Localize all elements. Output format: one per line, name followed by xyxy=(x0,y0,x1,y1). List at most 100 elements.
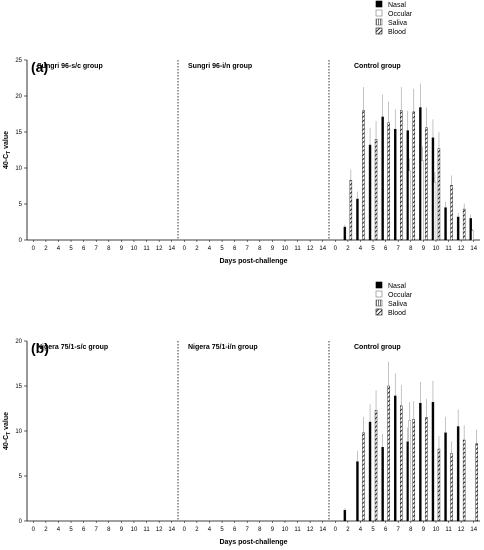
x-tick-label: 11 xyxy=(294,246,301,252)
x-tick-label: 4 xyxy=(359,527,363,533)
x-tick-label: 8 xyxy=(258,527,262,533)
x-tick-label: 7 xyxy=(397,246,401,252)
y-tick-label: 0 xyxy=(19,519,23,525)
legend-swatch xyxy=(375,27,383,35)
x-tick-label: 7 xyxy=(95,246,99,252)
panel-label: (b) xyxy=(31,340,49,356)
y-tick-label: 10 xyxy=(15,166,22,172)
x-axis-label: Days post-challenge xyxy=(219,258,287,265)
x-tick-label: 9 xyxy=(271,527,275,533)
bar xyxy=(368,144,372,241)
x-tick-label: 14 xyxy=(168,246,175,252)
x-tick-label: 2 xyxy=(44,527,48,533)
x-tick-label: 10 xyxy=(131,527,138,533)
x-tick-label: 8 xyxy=(409,246,413,252)
y-tick-label: 0 xyxy=(19,238,23,244)
x-tick-label: 6 xyxy=(233,527,237,533)
bar xyxy=(450,185,453,241)
y-axis-label-suffix: value xyxy=(3,412,10,432)
legend-label: Nasal xyxy=(388,283,406,290)
bar xyxy=(421,160,424,241)
x-tick-label: 11 xyxy=(445,527,452,533)
x-tick-label: 11 xyxy=(294,527,301,533)
panel-label: (a) xyxy=(31,59,48,75)
bar xyxy=(394,395,397,522)
y-axis-label: 40-CT value xyxy=(3,412,12,450)
x-axis-label: Days post-challenge xyxy=(219,539,287,546)
x-tick-label: 0 xyxy=(183,527,187,533)
y-axis-label-suffix: value xyxy=(3,131,10,151)
legend-label: Blood xyxy=(388,29,406,36)
x-tick-label: 11 xyxy=(445,246,452,252)
x-tick-label: 5 xyxy=(371,527,375,533)
x-tick-label: 10 xyxy=(282,527,289,533)
bar xyxy=(412,419,415,522)
group-title: Nigera 75/1-i/n group xyxy=(188,344,258,351)
x-tick-label: 4 xyxy=(57,246,61,252)
x-tick-label: 9 xyxy=(422,246,426,252)
legend-swatch xyxy=(375,9,383,17)
bar xyxy=(406,130,409,241)
x-tick-label: 4 xyxy=(57,527,61,533)
x-tick-label: 0 xyxy=(334,527,338,533)
y-axis-label-sub: T xyxy=(6,151,12,154)
x-tick-label: 6 xyxy=(82,246,86,252)
x-tick-label: 4 xyxy=(208,527,212,533)
bar xyxy=(374,410,378,522)
y-tick-label: 15 xyxy=(15,384,22,390)
bar xyxy=(374,138,378,241)
bar xyxy=(456,216,460,241)
x-tick-label: 12 xyxy=(458,527,465,533)
x-tick-label: 2 xyxy=(195,527,199,533)
legend-swatch xyxy=(375,18,383,26)
y-tick-label: 25 xyxy=(15,58,22,64)
y-tick-label: 20 xyxy=(15,94,22,100)
bar xyxy=(462,439,466,522)
legend-label: Saliva xyxy=(388,301,407,308)
legend-label: Occular xyxy=(388,11,413,18)
legend-swatch xyxy=(375,290,383,298)
legend-swatch xyxy=(375,281,383,289)
x-tick-label: 7 xyxy=(397,527,401,533)
x-tick-label: 12 xyxy=(307,527,314,533)
x-tick-label: 2 xyxy=(44,246,48,252)
y-axis-label: 40-CT value xyxy=(3,131,12,169)
bar xyxy=(356,461,359,522)
x-tick-label: 4 xyxy=(359,246,363,252)
x-tick-label: 5 xyxy=(220,527,224,533)
bar xyxy=(343,510,347,522)
x-tick-label: 9 xyxy=(120,246,124,252)
bar xyxy=(469,218,472,241)
x-tick-label: 12 xyxy=(307,246,314,252)
x-tick-label: 12 xyxy=(156,246,163,252)
x-tick-label: 6 xyxy=(384,246,388,252)
x-tick-label: 2 xyxy=(346,246,350,252)
bar xyxy=(400,110,403,241)
group-title: Nigera 75/1-s/c group xyxy=(37,344,108,351)
bar xyxy=(343,226,347,241)
x-tick-label: 14 xyxy=(319,527,326,533)
bar xyxy=(412,111,415,241)
x-tick-label: 5 xyxy=(69,527,73,533)
bar xyxy=(362,432,365,522)
x-tick-label: 8 xyxy=(258,246,262,252)
x-tick-label: 9 xyxy=(120,527,124,533)
bar xyxy=(462,208,466,241)
bar xyxy=(408,420,411,522)
bar xyxy=(433,182,437,241)
legend-label: Blood xyxy=(388,310,406,317)
legend-label: Nasal xyxy=(388,2,406,9)
bar xyxy=(475,443,478,522)
x-tick-label: 2 xyxy=(346,527,350,533)
x-tick-label: 5 xyxy=(69,246,73,252)
bar xyxy=(437,148,441,241)
x-tick-label: 14 xyxy=(319,246,326,252)
x-tick-label: 0 xyxy=(334,246,338,252)
bar xyxy=(387,385,390,522)
bar xyxy=(425,417,428,522)
x-tick-label: 7 xyxy=(246,246,250,252)
bar xyxy=(400,405,403,522)
x-tick-label: 4 xyxy=(208,246,212,252)
x-tick-label: 7 xyxy=(246,527,250,533)
y-tick-label: 15 xyxy=(15,130,22,136)
